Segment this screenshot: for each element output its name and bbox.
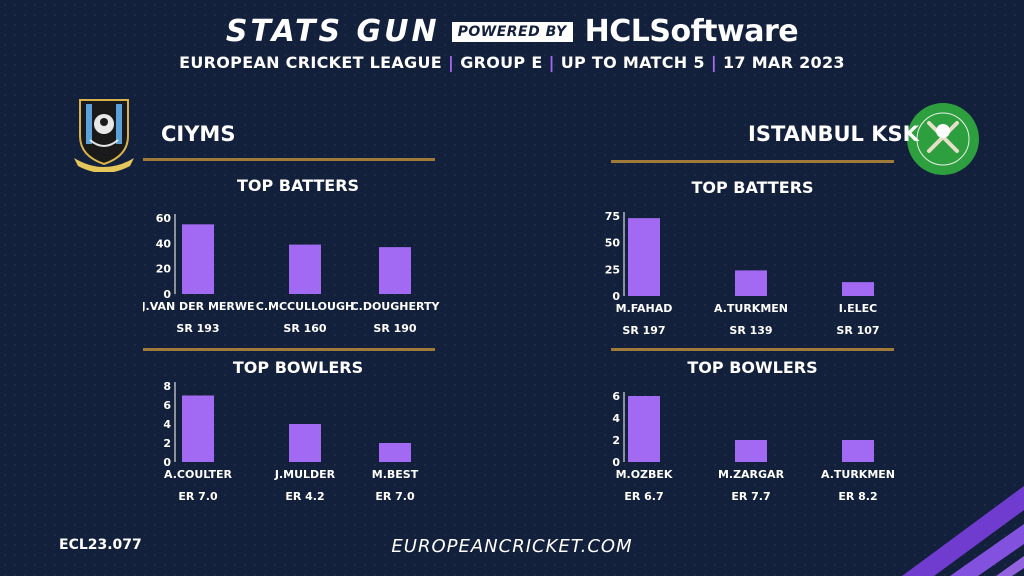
x-category-label: J.MULDER	[274, 468, 336, 481]
y-tick-label: 20	[156, 263, 172, 276]
bar	[379, 247, 411, 294]
team-name-left: CIYMS	[161, 122, 236, 146]
bar-chart-svg: 0 2 4 6 M.OZBEK ER 6.7 M.ZARGAR ER 7.7 A.TURKMEN…	[612, 390, 895, 503]
subtitle-league: EUROPEAN CRICKET LEAGUE	[179, 53, 443, 72]
chart-ksk-top-batters: TOP BATTERS 0 25 50 75 M.FAHAD SR 197 A.TURKME…	[600, 178, 905, 344]
y-tick-label: 4	[163, 418, 171, 431]
divider-left-top	[143, 158, 435, 161]
subtitle-date: 17 MAR 2023	[722, 53, 845, 72]
bar	[735, 270, 767, 296]
bar-sublabel: ER 4.2	[285, 490, 324, 503]
y-tick-label: 0	[612, 456, 620, 469]
bar-chart-svg: 0 2 4 6 8 A.COULTER ER 7.0 J.MULDER ER 4.2 M.BEST…	[163, 380, 419, 503]
subtitle: EUROPEAN CRICKET LEAGUE | GROUP E | UP TO MA…	[179, 53, 845, 72]
bar-sublabel: ER 7.7	[731, 490, 770, 503]
footer-code: ECL23.077	[59, 537, 142, 553]
y-tick-label: 6	[612, 390, 620, 403]
bar-sublabel: ER 8.2	[838, 490, 877, 503]
bar	[842, 440, 874, 462]
bar	[182, 395, 214, 462]
hcl-software-logo: HCLSoftware	[584, 14, 799, 49]
divider-right-top	[611, 160, 894, 163]
y-tick-label: 0	[163, 456, 171, 469]
chart-ciyms-top-bowlers: TOP BOWLERS 0 2 4 6 8 A.COULTER ER 7.0 J.MULDER…	[143, 358, 453, 516]
bar	[628, 396, 660, 462]
divider-left-bottom	[143, 348, 435, 351]
subtitle-group: GROUP E	[460, 53, 543, 72]
bar-chart-svg: 0 25 50 75 M.FAHAD SR 197 A.TURKMEN SR 139 I.ELE…	[605, 210, 880, 337]
footer-url: EUROPEANCRICKET.COM	[391, 536, 633, 557]
bar-sublabel: SR 160	[283, 322, 327, 335]
x-category-label: I.ELEC	[839, 302, 877, 315]
bar-sublabel: SR 193	[176, 322, 219, 335]
bar-chart-svg: 0 20 40 60 J.VAN DER MERWE SR 193 C.MCCULLOUGH…	[143, 212, 441, 335]
x-category-label: A.TURKMEN	[821, 468, 895, 481]
bar-sublabel: SR 197	[622, 324, 665, 337]
bar	[182, 224, 214, 294]
y-tick-label: 2	[163, 437, 171, 450]
powered-by-badge: POWERED BY	[451, 21, 573, 42]
divider-right-bottom	[611, 348, 894, 351]
chart-title: TOP BATTERS	[236, 176, 360, 195]
y-tick-label: 0	[163, 288, 171, 301]
x-category-label: M.FAHAD	[616, 302, 673, 315]
bar	[289, 244, 321, 294]
y-tick-label: 75	[605, 210, 620, 223]
y-tick-label: 40	[156, 237, 172, 250]
bar-sublabel: ER 7.0	[178, 490, 218, 503]
bar-sublabel: SR 107	[836, 324, 879, 337]
y-tick-label: 0	[612, 290, 620, 303]
istanbul-ksk-badge-icon	[907, 103, 979, 175]
corner-stripes-decoration	[902, 486, 1024, 576]
bar	[379, 443, 411, 462]
bar	[289, 424, 321, 462]
bar-sublabel: ER 6.7	[624, 490, 663, 503]
team-name-right: ISTANBUL KSK	[748, 122, 919, 146]
x-category-label: J.VAN DER MERWE	[143, 300, 255, 313]
y-tick-label: 25	[605, 263, 620, 276]
stats-gun-logo: STATS GUN	[225, 14, 440, 49]
x-category-label: A.TURKMEN	[714, 302, 788, 315]
ciyms-crest-icon	[74, 99, 134, 172]
y-tick-label: 2	[612, 434, 620, 447]
x-category-label: A.COULTER	[164, 468, 232, 481]
bar-sublabel: ER 7.0	[375, 490, 415, 503]
y-tick-label: 6	[163, 399, 171, 412]
x-category-label: M.ZARGAR	[718, 468, 785, 481]
header: STATS GUN POWERED BY HCLSoftware EUROPEA…	[0, 14, 1024, 72]
y-tick-label: 50	[605, 237, 621, 250]
x-category-label: C.DOUGHERTY	[351, 300, 441, 313]
bar	[628, 218, 660, 296]
chart-ciyms-top-batters: TOP BATTERS 0 20 40 60 J.VAN DER MERWE SR 193…	[143, 176, 453, 344]
chart-title: TOP BOWLERS	[232, 358, 364, 377]
y-tick-label: 4	[612, 412, 620, 425]
bar	[842, 282, 874, 296]
x-category-label: C.MCCULLOUGH	[256, 300, 354, 313]
x-category-label: M.OZBEK	[616, 468, 673, 481]
y-tick-label: 60	[156, 212, 172, 225]
subtitle-match: UP TO MATCH 5	[560, 53, 705, 72]
chart-title: TOP BATTERS	[691, 178, 814, 197]
chart-ksk-top-bowlers: TOP BOWLERS 0 2 4 6 M.OZBEK ER 6.7 M.ZARGAR ER …	[600, 358, 905, 516]
chart-title: TOP BOWLERS	[687, 358, 818, 377]
bar	[735, 440, 767, 462]
y-tick-label: 8	[163, 380, 171, 393]
bar-sublabel: SR 190	[373, 322, 417, 335]
x-category-label: M.BEST	[372, 468, 419, 481]
bar-sublabel: SR 139	[729, 324, 772, 337]
